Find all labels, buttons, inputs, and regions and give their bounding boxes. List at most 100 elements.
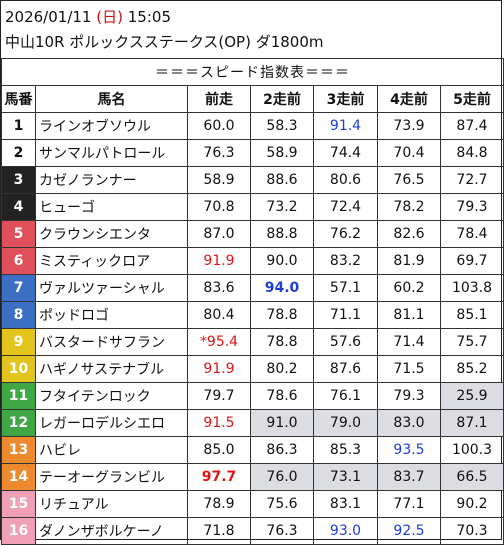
horse-name: ポッドロゴ bbox=[35, 301, 188, 329]
horse-number: 1 bbox=[1, 112, 36, 140]
last-race-index: 91.9 bbox=[187, 247, 251, 275]
horse-number: 7 bbox=[1, 274, 36, 302]
four-back-index: 60.2 bbox=[377, 274, 441, 302]
four-back-index: 83.0 bbox=[377, 409, 441, 437]
two-back-index: 94.0 bbox=[250, 274, 314, 302]
five-back-index: 70.3 bbox=[440, 517, 504, 545]
last-race-index: 78.9 bbox=[187, 490, 251, 518]
horse-number: 6 bbox=[1, 247, 36, 275]
table-row: 8 ポッドロゴ 80.4 78.8 71.1 81.1 85.1 bbox=[1, 301, 504, 329]
last-race-index: 91.5 bbox=[187, 409, 251, 437]
datetime-line: 2026/01/11 (日) 15:05 bbox=[5, 8, 171, 26]
last-race-index: 97.7 bbox=[187, 463, 251, 491]
horse-name: ハギノサステナブル bbox=[35, 355, 188, 383]
two-back-index: 86.3 bbox=[250, 436, 314, 464]
horse-number: 2 bbox=[1, 139, 36, 167]
two-back-index: 78.8 bbox=[250, 301, 314, 329]
table-row: 3 カゼノランナー 58.9 88.6 80.6 76.5 72.7 bbox=[1, 166, 504, 194]
horse-name: ヒューゴ bbox=[35, 193, 188, 221]
two-back-index: 58.9 bbox=[250, 139, 314, 167]
table-row: 9 バスタードサフラン *95.4 78.8 57.6 71.4 75.7 bbox=[1, 328, 504, 356]
race-title: 中山10R ポルックスステークス(OP) ダ1800m bbox=[5, 33, 324, 51]
table-row: 1 ラインオブソウル 60.0 58.3 91.4 73.9 87.4 bbox=[1, 112, 504, 140]
five-back-index: 66.5 bbox=[440, 463, 504, 491]
col-header-last: 前走 bbox=[187, 85, 251, 113]
col-header-4back: 4走前 bbox=[377, 85, 441, 113]
three-back-index: 83.1 bbox=[313, 490, 378, 518]
three-back-index: 57.6 bbox=[313, 328, 378, 356]
horse-number: 13 bbox=[1, 436, 36, 464]
two-back-index: 78.6 bbox=[250, 382, 314, 410]
five-back-index: 100.3 bbox=[440, 436, 504, 464]
horse-name: サンマルパトロール bbox=[35, 139, 188, 167]
two-back-index: 73.2 bbox=[250, 193, 314, 221]
five-back-index: 90.2 bbox=[440, 490, 504, 518]
three-back-index: 71.1 bbox=[313, 301, 378, 329]
last-race-index: *95.4 bbox=[187, 328, 251, 356]
table-row: 16 ダノンザボルケーノ 71.8 76.3 93.0 92.5 70.3 bbox=[1, 517, 504, 545]
last-race-index: 76.3 bbox=[187, 139, 251, 167]
col-header-name: 馬名 bbox=[35, 85, 188, 113]
horse-name: ヴァルツァーシャル bbox=[35, 274, 188, 302]
last-race-index: 70.8 bbox=[187, 193, 251, 221]
three-back-index: 76.1 bbox=[313, 382, 378, 410]
three-back-index: 57.1 bbox=[313, 274, 378, 302]
five-back-index: 103.8 bbox=[440, 274, 504, 302]
last-race-index: 79.7 bbox=[187, 382, 251, 410]
four-back-index: 76.5 bbox=[377, 166, 441, 194]
table-title: ＝＝＝スピード指数表＝＝＝ bbox=[1, 58, 504, 86]
table-body: 1 ラインオブソウル 60.0 58.3 91.4 73.9 87.4 2 サンマルパトロール 7… bbox=[1, 112, 504, 545]
horse-name: ラインオブソウル bbox=[35, 112, 188, 140]
horse-name: リチュアル bbox=[35, 490, 188, 518]
last-race-index: 85.0 bbox=[187, 436, 251, 464]
four-back-index: 73.9 bbox=[377, 112, 441, 140]
two-back-index: 76.0 bbox=[250, 463, 314, 491]
horse-name: バスタードサフラン bbox=[35, 328, 188, 356]
three-back-index: 91.4 bbox=[313, 112, 378, 140]
speed-index-table: ＝＝＝スピード指数表＝＝＝ 馬番 馬名 前走 2走前 3走前 4走前 5走前 1… bbox=[1, 58, 504, 545]
last-race-index: 80.4 bbox=[187, 301, 251, 329]
three-back-index: 76.2 bbox=[313, 220, 378, 248]
last-race-index: 87.0 bbox=[187, 220, 251, 248]
weekday-close: ) bbox=[117, 8, 123, 26]
three-back-index: 72.4 bbox=[313, 193, 378, 221]
horse-number: 9 bbox=[1, 328, 36, 356]
weekday-text: 日 bbox=[102, 8, 118, 26]
last-race-index: 83.6 bbox=[187, 274, 251, 302]
time-text: 15:05 bbox=[127, 8, 171, 26]
two-back-index: 88.6 bbox=[250, 166, 314, 194]
horse-number: 5 bbox=[1, 220, 36, 248]
five-back-index: 69.7 bbox=[440, 247, 504, 275]
four-back-index: 82.6 bbox=[377, 220, 441, 248]
horse-number: 10 bbox=[1, 355, 36, 383]
three-back-index: 74.4 bbox=[313, 139, 378, 167]
col-header-2back: 2走前 bbox=[250, 85, 314, 113]
three-back-index: 83.2 bbox=[313, 247, 378, 275]
last-race-index: 58.9 bbox=[187, 166, 251, 194]
four-back-index: 71.5 bbox=[377, 355, 441, 383]
five-back-index: 84.8 bbox=[440, 139, 504, 167]
five-back-index: 87.1 bbox=[440, 409, 504, 437]
four-back-index: 78.2 bbox=[377, 193, 441, 221]
horse-name: ダノンザボルケーノ bbox=[35, 517, 188, 545]
table-header-row: 馬番 馬名 前走 2走前 3走前 4走前 5走前 bbox=[1, 85, 504, 113]
table-row: 12 レガーロデルシエロ 91.5 91.0 79.0 83.0 87.1 bbox=[1, 409, 504, 437]
horse-number: 14 bbox=[1, 463, 36, 491]
table-row: 2 サンマルパトロール 76.3 58.9 74.4 70.4 84.8 bbox=[1, 139, 504, 167]
four-back-index: 77.1 bbox=[377, 490, 441, 518]
five-back-index: 85.1 bbox=[440, 301, 504, 329]
four-back-index: 81.1 bbox=[377, 301, 441, 329]
horse-name: フタイテンロック bbox=[35, 382, 188, 410]
three-back-index: 73.1 bbox=[313, 463, 378, 491]
col-header-number: 馬番 bbox=[1, 85, 36, 113]
horse-name: クラウンシエンタ bbox=[35, 220, 188, 248]
horse-number: 8 bbox=[1, 301, 36, 329]
three-back-index: 87.6 bbox=[313, 355, 378, 383]
five-back-index: 87.4 bbox=[440, 112, 504, 140]
horse-number: 15 bbox=[1, 490, 36, 518]
four-back-index: 93.5 bbox=[377, 436, 441, 464]
horse-name: テーオーグランビル bbox=[35, 463, 188, 491]
horse-number: 3 bbox=[1, 166, 36, 194]
five-back-index: 72.7 bbox=[440, 166, 504, 194]
